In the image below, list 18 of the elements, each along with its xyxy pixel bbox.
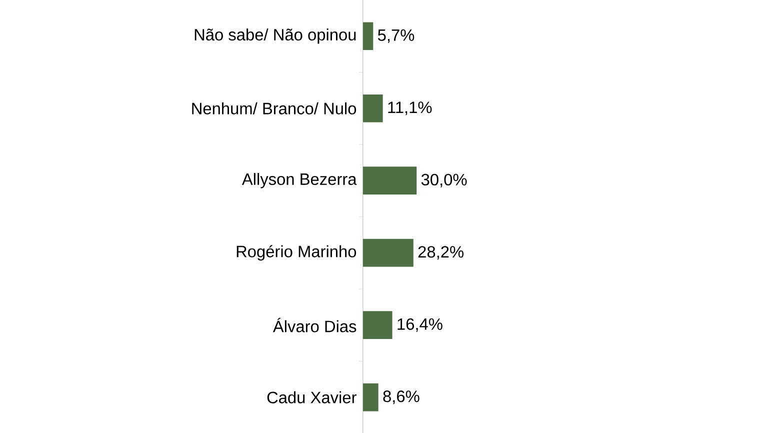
- bar: [362, 166, 417, 194]
- bar: [362, 310, 392, 339]
- data-label: 11,1%: [388, 101, 432, 115]
- bar: [362, 238, 414, 267]
- y-tick-label: Cadu Xavier: [267, 391, 356, 404]
- bar: [362, 383, 378, 412]
- data-label: 30,0%: [421, 174, 467, 188]
- bar: [362, 94, 383, 122]
- y-tick-label: Rogério Marinho: [236, 244, 356, 260]
- data-label: 5,7%: [378, 29, 414, 43]
- y-tick-label: Não sabe/ Não opinou: [194, 28, 356, 44]
- data-label: 8,6%: [383, 390, 420, 404]
- y-tick-label: Allyson Bezerra: [242, 172, 357, 188]
- bar: [362, 22, 374, 50]
- data-label: 28,2%: [418, 246, 464, 260]
- data-label: 16,4%: [398, 318, 442, 332]
- y-tick-label: Nenhum/ Branco/ Nulo: [192, 102, 356, 114]
- y-tick-label: Álvaro Dias: [272, 318, 356, 332]
